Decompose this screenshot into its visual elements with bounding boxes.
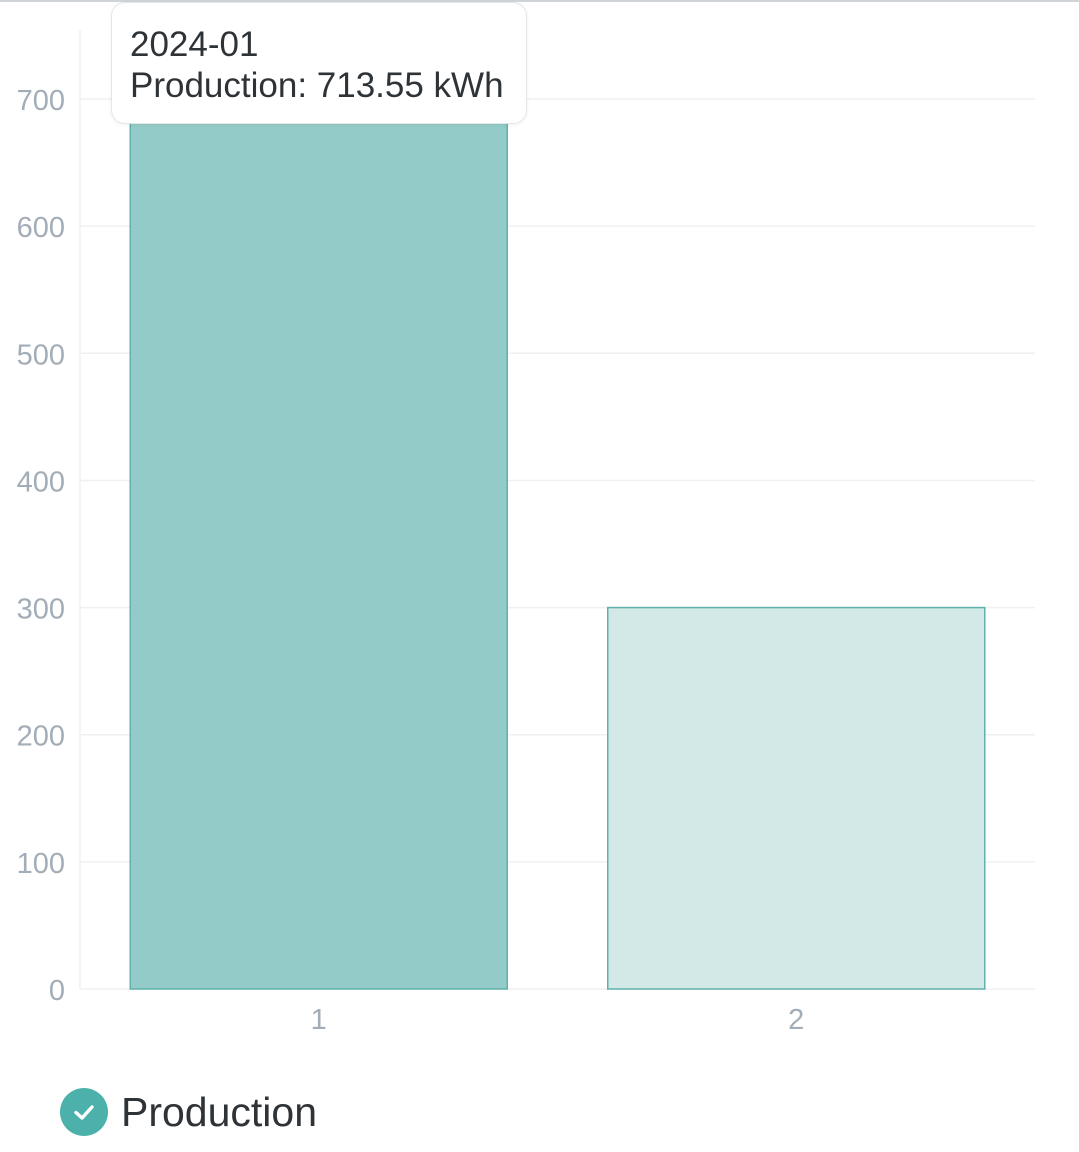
y-tick-label: 400 xyxy=(17,466,65,498)
bar-2 xyxy=(607,606,986,990)
legend-item-production[interactable]: Production xyxy=(60,1087,317,1137)
chart-tooltip: 2024-01 Production: 713.55 kWh xyxy=(111,2,527,124)
x-tick-label: 2 xyxy=(788,1004,804,1036)
bar-chart: 0 100 200 300 400 500 600 700 1 2 xyxy=(17,30,1035,1036)
tooltip-title: 2024-01 xyxy=(130,25,259,64)
check-icon xyxy=(60,1088,108,1136)
y-tick-label: 700 xyxy=(17,85,65,117)
y-tick-label: 100 xyxy=(17,848,65,880)
y-tick-label: 500 xyxy=(17,339,65,371)
y-tick-label: 200 xyxy=(17,721,65,753)
x-tick-label: 1 xyxy=(311,1004,327,1036)
legend-label: Production xyxy=(121,1088,318,1135)
y-tick-label: 600 xyxy=(17,212,65,244)
y-tick-label: 0 xyxy=(49,975,65,1007)
top-divider xyxy=(0,0,1079,2)
y-tick-label: 300 xyxy=(17,594,65,626)
bar-1 xyxy=(129,99,508,990)
tooltip-value-line: Production: 713.55 kWh xyxy=(130,66,504,105)
